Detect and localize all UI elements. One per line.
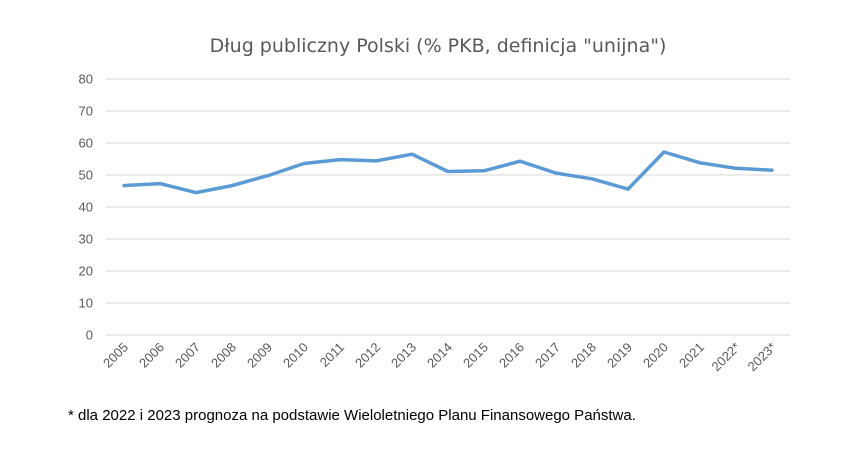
- x-tick-label: 2014: [424, 340, 455, 371]
- y-tick-label: 20: [79, 264, 93, 279]
- y-tick-label: 80: [79, 72, 93, 87]
- y-axis-ticks: 0 10 20 30 40 50 60 70 80: [79, 72, 93, 343]
- x-axis-ticks: 2005 2006 2007 2008 2009 2010 2011 2012 2013 2014…: [100, 340, 779, 375]
- y-tick-label: 40: [79, 200, 93, 215]
- data-point: [266, 174, 270, 178]
- x-tick-label: 2006: [136, 340, 167, 371]
- data-point: [698, 161, 702, 165]
- gridlines: [106, 78, 790, 336]
- x-tick-label: 2016: [496, 340, 527, 371]
- data-point: [446, 169, 450, 173]
- x-tick-label: 2007: [172, 340, 203, 371]
- x-tick-label: 2018: [568, 340, 599, 371]
- series-group: [122, 150, 774, 195]
- y-tick-label: 10: [79, 296, 93, 311]
- data-point: [194, 191, 198, 195]
- y-tick-label: 0: [86, 328, 93, 343]
- data-point: [590, 177, 594, 181]
- data-point: [374, 159, 378, 163]
- x-tick-label: 2011: [317, 340, 347, 370]
- x-tick-label: 2020: [640, 340, 671, 371]
- x-tick-label: 2023*: [744, 340, 779, 375]
- x-tick-label: 2017: [532, 340, 563, 371]
- y-tick-label: 50: [79, 168, 93, 183]
- x-tick-label: 2015: [460, 340, 491, 371]
- data-point: [122, 184, 126, 188]
- data-point: [662, 150, 666, 154]
- x-tick-label: 2005: [100, 340, 131, 371]
- x-tick-label: 2010: [280, 340, 311, 371]
- x-tick-label: 2022*: [708, 340, 743, 375]
- footnote: * dla 2022 i 2023 prognoza na podstawie …: [68, 407, 636, 424]
- data-point: [410, 152, 414, 156]
- data-point: [158, 182, 162, 186]
- data-point: [626, 187, 630, 191]
- data-point: [230, 184, 234, 188]
- data-point: [338, 158, 342, 162]
- data-point: [518, 159, 522, 163]
- x-tick-label: 2009: [244, 340, 275, 371]
- data-point: [770, 168, 774, 172]
- x-tick-label: 2008: [208, 340, 239, 371]
- x-tick-label: 2012: [352, 340, 383, 371]
- y-tick-label: 30: [79, 232, 93, 247]
- y-tick-label: 70: [79, 104, 93, 119]
- x-tick-label: 2019: [604, 340, 635, 371]
- x-tick-label: 2013: [388, 340, 419, 371]
- chart-title: Dług publiczny Polski (% PKB, definicja …: [210, 35, 667, 57]
- data-point: [734, 166, 738, 170]
- data-point: [482, 169, 486, 173]
- x-tick-label: 2021: [676, 340, 707, 371]
- y-tick-label: 60: [79, 136, 93, 151]
- line-chart: Dług publiczny Polski (% PKB, definicja …: [79, 35, 790, 375]
- data-point: [302, 161, 306, 165]
- data-point: [554, 171, 558, 175]
